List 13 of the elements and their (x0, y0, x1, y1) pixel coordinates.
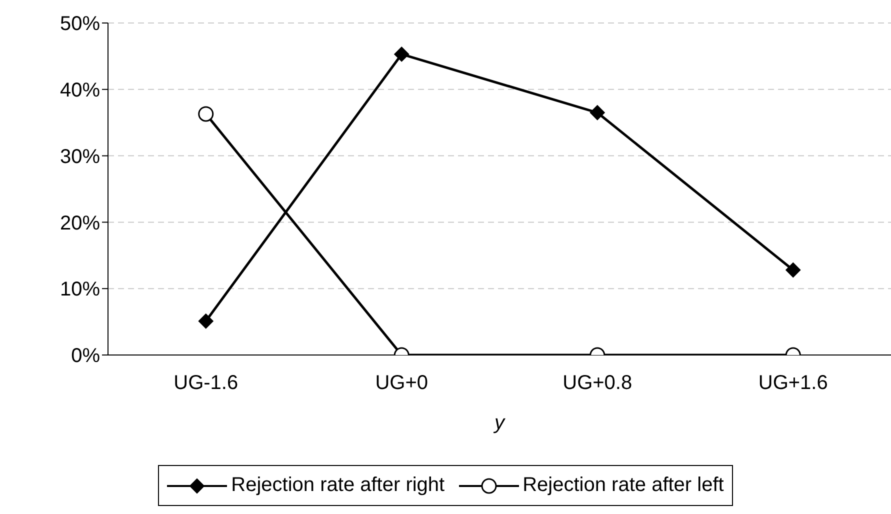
y-tick-label: 40% (60, 80, 100, 102)
x-tick-label: UG+1.6 (758, 372, 828, 394)
legend-label: Rejection rate after left (522, 474, 724, 497)
y-tick-label: 50% (60, 13, 100, 36)
y-tick-label: 20% (60, 212, 100, 234)
y-tick-label: 0% (71, 345, 100, 368)
x-tick-label: UG+0 (375, 372, 428, 394)
x-axis-title: y (492, 412, 506, 434)
y-tick-label: 30% (60, 146, 100, 168)
legend-label: Rejection rate after right (230, 474, 445, 497)
y-tick-label: 10% (60, 278, 100, 301)
x-tick-label: UG+0.8 (562, 372, 632, 394)
x-tick-label: UG-1.6 (174, 372, 238, 394)
